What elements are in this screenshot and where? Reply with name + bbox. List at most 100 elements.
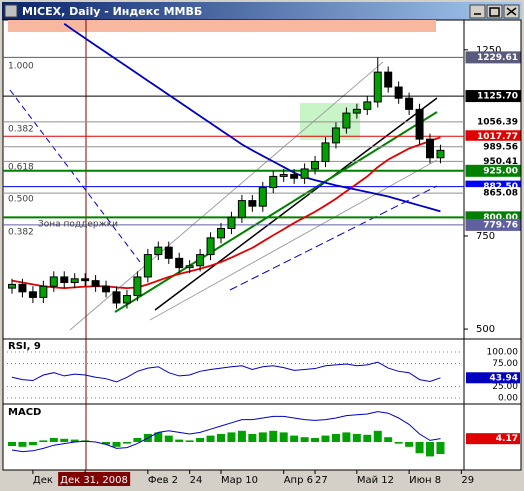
candle-body: [227, 216, 236, 230]
macd-bar: [133, 438, 142, 442]
x-tick-label: Мар 10: [221, 475, 258, 486]
candle-body: [248, 200, 257, 207]
candle-body: [258, 187, 267, 207]
title-bar: [2, 2, 522, 20]
y-tick-label: 500: [476, 324, 495, 335]
x-tick-label: 27: [315, 475, 328, 486]
price-label: 1017.77: [477, 132, 518, 142]
fib-label: 0.618: [8, 163, 34, 173]
macd-bar: [206, 435, 215, 442]
macd-bar: [373, 430, 382, 442]
resistance-zone: [8, 20, 436, 32]
price-label: 989.56: [483, 142, 518, 152]
y-tick-label: 0.00: [498, 394, 518, 404]
macd-bar: [175, 439, 184, 442]
macd-bar: [290, 435, 299, 442]
macd-bar: [196, 438, 205, 442]
app-icon: [4, 4, 18, 18]
price-label-box: [465, 164, 521, 177]
value-label: 4.17: [496, 434, 518, 444]
candle-body: [185, 265, 194, 269]
macd-bar: [342, 432, 351, 442]
price-label-box: [465, 140, 521, 153]
window-title: MICEX, Daily - Индекс ММВБ: [22, 5, 202, 18]
candle-body: [164, 246, 173, 259]
candle-body: [321, 142, 330, 162]
candle-body: [91, 280, 100, 287]
macd-bar: [384, 437, 393, 442]
macd-bar: [331, 434, 340, 442]
macd-bar: [112, 442, 121, 447]
dashed-line: [9, 89, 141, 263]
candle-body: [143, 254, 152, 278]
price-label-box: [465, 51, 521, 64]
x-tick-label: Май 12: [357, 475, 394, 486]
time-axis: [0, 471, 524, 491]
macd-bar: [394, 442, 403, 444]
price-label: 1125.70: [477, 92, 518, 102]
candle-body: [206, 237, 215, 256]
y-tick-label: 100.00: [487, 348, 519, 358]
macd-bar: [122, 442, 131, 444]
price-label: 779.76: [483, 220, 518, 230]
macd-bar: [70, 439, 79, 442]
price-label: 800.00: [483, 213, 518, 223]
x-tick-label: 24: [190, 475, 203, 486]
candle-body: [18, 283, 27, 293]
value-box: [466, 433, 520, 445]
macd-bar: [227, 432, 236, 442]
candle-body: [175, 257, 184, 269]
candle-body: [81, 278, 90, 282]
y-tick-label: 25.00: [492, 382, 518, 392]
price-label-box: [465, 90, 521, 103]
macd-bar: [279, 432, 288, 442]
candle-body: [196, 254, 205, 267]
price-label: 1229.61: [477, 53, 518, 63]
fib-label: 0.500: [8, 195, 34, 205]
panel-title: RSI, 9: [8, 341, 41, 352]
value-label: 43.94: [490, 373, 518, 383]
x-tick-label: 29: [461, 475, 474, 486]
minimize-button[interactable]: [469, 4, 486, 19]
macd-bar: [217, 434, 225, 442]
x-tick-label: Дек: [33, 475, 53, 486]
price-label-box: [465, 218, 521, 231]
macd-bar: [248, 434, 257, 442]
x-tick-label: Июн 8: [409, 475, 441, 486]
macd-bar: [426, 442, 434, 457]
candle-body: [133, 276, 142, 297]
candle-body: [384, 71, 393, 88]
candle-body: [70, 278, 79, 284]
candle-body: [112, 291, 121, 304]
macd-line: [11, 411, 441, 453]
fib-label: 0.382: [8, 228, 34, 238]
price-label: 865.08: [483, 189, 518, 199]
macd-bar: [185, 440, 194, 442]
price-label: 925.00: [483, 166, 518, 176]
candle-body: [102, 285, 111, 293]
candle-body: [331, 127, 340, 144]
candle-body: [394, 86, 403, 99]
fib-label: 0.382: [8, 125, 34, 135]
panel-title: MACD: [8, 407, 41, 418]
candle-body: [342, 112, 351, 129]
candle-body: [426, 138, 434, 159]
macd-bar: [352, 434, 361, 442]
macd-bar: [321, 435, 330, 442]
candle-body: [237, 200, 246, 218]
macd-bar: [300, 437, 309, 442]
macd-bar: [237, 430, 246, 442]
candle-body: [436, 149, 445, 159]
fib-label: 1.000: [8, 62, 34, 72]
candle-body: [49, 276, 58, 287]
candle-body: [28, 291, 37, 298]
macd-bar: [18, 442, 27, 447]
cursor-date-box: [58, 472, 131, 486]
channel-line: [69, 61, 384, 331]
moving-average: [63, 22, 441, 213]
window-buttons[interactable]: [469, 4, 520, 19]
rsi-line: [11, 361, 441, 383]
y-tick-label: 75.00: [492, 359, 518, 369]
price-label: 1056.39: [477, 117, 518, 127]
macd-bar: [164, 435, 173, 442]
